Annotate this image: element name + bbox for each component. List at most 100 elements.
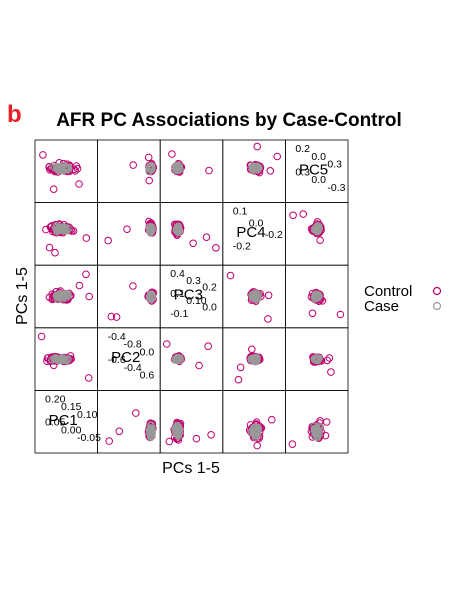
- diagonal-label-pc3: PC3: [174, 287, 203, 304]
- cell-border: [159, 327, 224, 391]
- point-case: [147, 428, 156, 437]
- scatter-cell: [104, 217, 157, 245]
- point-case: [174, 432, 183, 441]
- tick-label: -0.3: [327, 182, 345, 194]
- point-case: [247, 356, 256, 364]
- matrix-area: PC50.20.00.30.30.0-0.3PC40.10.0-0.2-0.2P…: [34, 139, 349, 454]
- tick-label: 0.0: [249, 217, 264, 229]
- point-control: [163, 340, 171, 348]
- point-control: [168, 150, 176, 158]
- tick-label: -0.4: [108, 331, 126, 343]
- tick-label: 0.3: [327, 159, 342, 171]
- point-control: [207, 431, 215, 439]
- point-control: [39, 151, 47, 159]
- tick-label: 0.1: [170, 288, 185, 300]
- tick-label: -0.8: [124, 339, 142, 351]
- point-control: [264, 315, 272, 323]
- point-control: [189, 239, 197, 248]
- point-control: [107, 312, 116, 321]
- point-control: [115, 427, 124, 436]
- point-case: [61, 292, 69, 300]
- tick-label: 0.20: [45, 393, 66, 405]
- scatter-cell: [226, 271, 273, 323]
- tick-label: -0.2: [233, 241, 251, 253]
- point-control: [49, 185, 58, 193]
- point-control: [105, 437, 113, 445]
- point-case: [59, 224, 68, 233]
- point-case: [146, 294, 155, 302]
- point-control: [226, 271, 235, 280]
- scatter-cell: [165, 418, 215, 446]
- point-case: [146, 293, 154, 301]
- point-control: [204, 342, 212, 351]
- point-case: [311, 354, 319, 363]
- point-case: [252, 356, 261, 364]
- tick-label: 0.1: [233, 206, 248, 218]
- point-control: [336, 310, 345, 319]
- tick-label: -0.6: [108, 354, 126, 366]
- scatter-cell: [245, 415, 276, 450]
- point-control: [236, 363, 245, 372]
- point-case: [251, 426, 260, 434]
- point-control: [316, 236, 324, 244]
- legend: Control Case: [364, 283, 442, 315]
- cell-border: [159, 202, 224, 266]
- tick-label: 0.2: [202, 282, 217, 294]
- tick-label: -0.05: [77, 432, 101, 444]
- legend-label-case: Case: [364, 298, 399, 315]
- point-case: [313, 292, 321, 301]
- scatter-cell: [163, 340, 212, 370]
- point-control: [129, 282, 137, 290]
- point-case: [174, 225, 182, 234]
- point-control: [234, 375, 243, 384]
- diagonal-label-pc5: PC5: [299, 161, 328, 178]
- point-control: [73, 164, 82, 173]
- legend-marker-case: [432, 301, 442, 311]
- point-case: [58, 225, 67, 234]
- point-control: [205, 166, 213, 175]
- scatter-cell: [234, 345, 264, 384]
- diagonal-label-pc4: PC4: [236, 224, 265, 241]
- scatter-cell: [246, 142, 282, 177]
- point-control: [202, 233, 211, 241]
- y-axis-label: PCs 1-5: [14, 267, 31, 325]
- tick-label: 0.0: [311, 174, 326, 186]
- point-control: [308, 309, 317, 318]
- chart-title: AFR PC Associations by Case-Control: [56, 110, 402, 131]
- point-control: [75, 180, 83, 188]
- point-control: [129, 161, 137, 169]
- point-case: [146, 424, 155, 433]
- point-case: [253, 292, 262, 301]
- point-case: [251, 292, 260, 301]
- point-case: [174, 164, 183, 172]
- point-case: [53, 225, 62, 234]
- tick-label: 0.15: [61, 401, 82, 413]
- point-control: [253, 142, 262, 151]
- scatter-cell: [289, 210, 325, 244]
- scatter-cell: [107, 282, 158, 321]
- point-control: [112, 313, 121, 321]
- scatter-cell: [45, 270, 93, 304]
- point-control: [248, 345, 256, 354]
- x-axis-label: PCs 1-5: [162, 460, 220, 477]
- point-case: [56, 292, 65, 301]
- point-control: [165, 437, 174, 446]
- point-case: [173, 163, 182, 172]
- point-case: [60, 290, 68, 299]
- scatter-cell: [105, 409, 157, 445]
- point-control: [325, 354, 334, 362]
- point-control: [85, 292, 93, 301]
- point-control: [132, 409, 140, 417]
- point-case: [146, 228, 155, 236]
- tick-label: 0.2: [295, 143, 310, 155]
- point-case: [63, 356, 71, 365]
- point-control: [37, 332, 46, 341]
- legend-label-control: Control: [364, 283, 412, 300]
- point-control: [264, 291, 273, 300]
- tick-label: 0.10: [186, 295, 207, 307]
- point-case: [314, 291, 323, 299]
- point-control: [266, 167, 275, 175]
- scatter-cell: [37, 332, 93, 382]
- point-control: [322, 418, 331, 426]
- point-control: [253, 441, 262, 450]
